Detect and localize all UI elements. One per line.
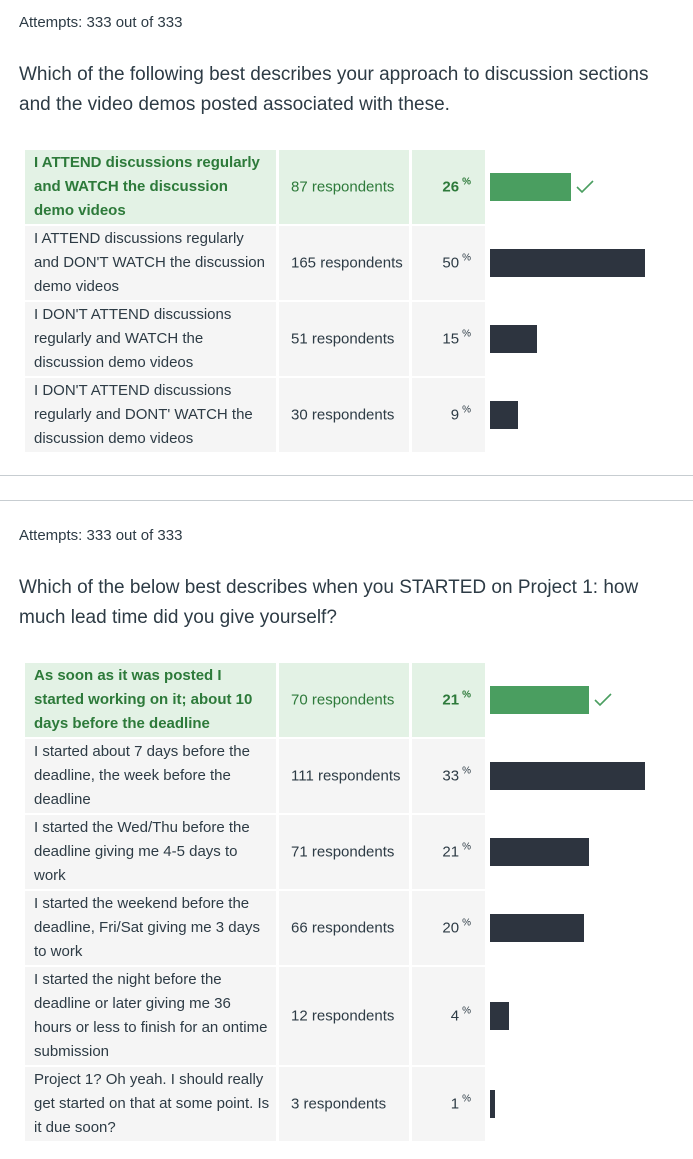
percent-cell: 26% [412, 150, 485, 224]
check-icon [594, 693, 612, 707]
respondents-count: 30 respondents [291, 406, 395, 424]
answer-cell: Project 1? Oh yeah. I should really get … [25, 1067, 276, 1141]
respondents-cell: 3 respondents [279, 1067, 409, 1141]
answer-cell: I DON'T ATTEND discussions regularly and… [25, 378, 276, 452]
respondents-count: 3 respondents [291, 1095, 387, 1113]
answer-text: I ATTEND discussions regularly and DON'T… [34, 230, 265, 295]
percent-bar [490, 173, 571, 201]
answer-text: As soon as it was posted I started worki… [34, 667, 253, 732]
percent-value: 9% [450, 404, 471, 424]
check-icon [576, 180, 594, 194]
percent-value: 4% [450, 1005, 471, 1025]
percent-bar [490, 838, 589, 866]
respondents-count: 165 respondents [291, 254, 403, 272]
percent-cell: 1% [412, 1067, 485, 1141]
answer-cell: I started the night before the deadline … [25, 967, 276, 1065]
percent-cell: 15% [412, 302, 485, 376]
percent-value: 15% [442, 328, 471, 348]
percent-bar [490, 762, 645, 790]
respondents-cell: 12 respondents [279, 967, 409, 1065]
respondents-cell: 51 respondents [279, 302, 409, 376]
answer-text: I DON'T ATTEND discussions regularly and… [34, 382, 253, 447]
attempts-label: Attempts: 333 out of 333 [19, 527, 183, 544]
percent-value: 26% [442, 176, 471, 196]
respondents-count: 111 respondents [291, 767, 401, 785]
respondents-count: 87 respondents [291, 178, 395, 196]
percent-bar [490, 401, 518, 429]
respondents-cell: 165 respondents [279, 226, 409, 300]
respondents-cell: 71 respondents [279, 815, 409, 889]
question-divider [0, 500, 693, 501]
percent-cell: 33% [412, 739, 485, 813]
percent-bar [490, 686, 589, 714]
percent-cell: 20% [412, 891, 485, 965]
answer-text: Project 1? Oh yeah. I should really get … [34, 1071, 270, 1136]
answer-text: I started about 7 days before the deadli… [34, 743, 250, 808]
percent-bar [490, 249, 645, 277]
percent-cell: 4% [412, 967, 485, 1065]
question-divider [0, 475, 693, 476]
answer-text: I ATTEND discussions regularly and WATCH… [34, 154, 260, 219]
percent-value: 50% [442, 252, 471, 272]
question-text: Which of the below best describes when y… [19, 577, 639, 628]
percent-cell: 9% [412, 378, 485, 452]
percent-value: 20% [442, 917, 471, 937]
percent-bar [490, 914, 584, 942]
question-text: Which of the following best describes yo… [19, 64, 649, 115]
percent-value: 21% [442, 689, 471, 709]
respondents-cell: 87 respondents [279, 150, 409, 224]
percent-value: 1% [450, 1093, 471, 1113]
answer-text: I started the weekend before the deadlin… [34, 895, 260, 960]
percent-cell: 50% [412, 226, 485, 300]
answer-text: I started the Wed/Thu before the deadlin… [34, 819, 250, 884]
respondents-count: 66 respondents [291, 919, 395, 937]
answer-text: I DON'T ATTEND discussions regularly and… [34, 306, 232, 371]
respondents-count: 71 respondents [291, 843, 395, 861]
answer-cell: I ATTEND discussions regularly and WATCH… [25, 150, 276, 224]
answer-cell: I started the weekend before the deadlin… [25, 891, 276, 965]
respondents-count: 12 respondents [291, 1007, 395, 1025]
answer-cell: As soon as it was posted I started worki… [25, 663, 276, 737]
answer-cell: I started the Wed/Thu before the deadlin… [25, 815, 276, 889]
percent-cell: 21% [412, 815, 485, 889]
answer-cell: I started about 7 days before the deadli… [25, 739, 276, 813]
respondents-cell: 30 respondents [279, 378, 409, 452]
respondents-count: 51 respondents [291, 330, 395, 348]
percent-cell: 21% [412, 663, 485, 737]
percent-value: 33% [442, 765, 471, 785]
respondents-cell: 70 respondents [279, 663, 409, 737]
percent-bar [490, 1090, 495, 1118]
attempts-label: Attempts: 333 out of 333 [19, 14, 183, 31]
percent-bar [490, 325, 537, 353]
answer-cell: I DON'T ATTEND discussions regularly and… [25, 302, 276, 376]
respondents-cell: 111 respondents [279, 739, 409, 813]
respondents-count: 70 respondents [291, 691, 395, 709]
answer-cell: I ATTEND discussions regularly and DON'T… [25, 226, 276, 300]
answer-text: I started the night before the deadline … [34, 971, 268, 1060]
percent-bar [490, 1002, 509, 1030]
percent-value: 21% [442, 841, 471, 861]
respondents-cell: 66 respondents [279, 891, 409, 965]
